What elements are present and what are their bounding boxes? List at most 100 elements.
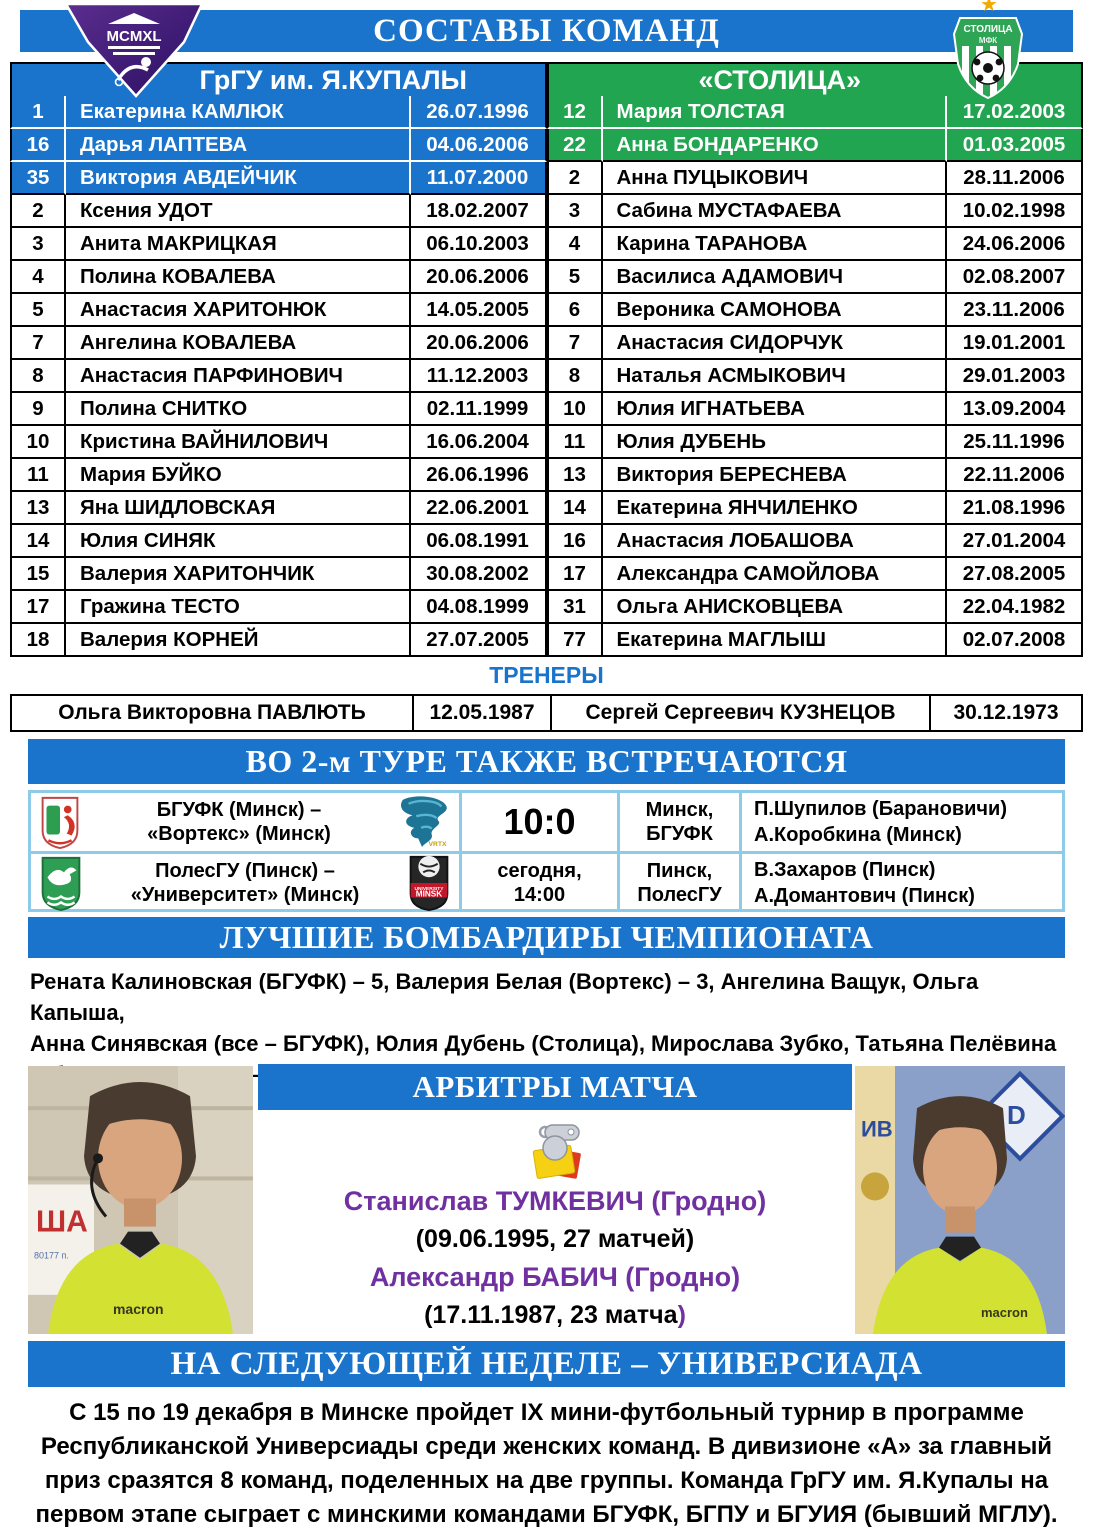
player-number: 7 <box>10 327 66 360</box>
player-number: 11 <box>546 426 603 459</box>
whistle-icon <box>258 1120 852 1182</box>
player-birthdate: 28.11.2006 <box>947 162 1083 195</box>
referee-1-name: Станислав ТУМКЕВИЧ (Гродно) <box>343 1186 767 1216</box>
svg-text:80177 п.: 80177 п. <box>34 1251 69 1261</box>
player-number: 11 <box>10 459 66 492</box>
player-row: 2 Анна ПУЦЫКОВИЧ 28.11.2006 <box>546 162 1083 195</box>
match-teams-cell: БГУФК (Минск) – «Вортекс» (Минск) VRTX <box>31 793 459 851</box>
next-week-title-bar: НА СЛЕДУЮЩЕЙ НЕДЕЛЕ – УНИВЕРСИАДА <box>28 1341 1065 1387</box>
player-birthdate: 20.06.2006 <box>410 261 547 294</box>
player-birthdate: 18.02.2007 <box>410 195 547 228</box>
match-teams-cell: ПолесГУ (Пинск) – «Университет» (Минск) … <box>31 854 459 912</box>
player-name: Ангелина КОВАЛЕВА <box>66 327 411 360</box>
player-row: 13 Виктория БЕРЕСНЕВА 22.11.2006 <box>546 459 1083 492</box>
referees-section: ША 80177 п. macron АРБИТРЫ МАТЧА <box>0 1058 1093 1336</box>
player-number: 6 <box>546 294 603 327</box>
player-row: 10 Юлия ИГНАТЬЕВА 13.09.2004 <box>546 393 1083 426</box>
player-birthdate: 27.08.2005 <box>947 558 1083 591</box>
player-birthdate: 22.11.2006 <box>947 459 1083 492</box>
player-number: 14 <box>10 525 66 558</box>
player-row: 5 Василиса АДАМОВИЧ 02.08.2007 <box>546 261 1083 294</box>
player-number: 8 <box>546 360 603 393</box>
match-referees-cell: П.Шупилов (Барановичи) А.Коробкина (Минс… <box>739 793 1062 851</box>
player-birthdate: 20.06.2006 <box>410 327 547 360</box>
player-number: 17 <box>10 591 66 624</box>
player-number: 17 <box>546 558 603 591</box>
player-name: Валерия КОРНЕЙ <box>66 624 411 657</box>
player-row: 17 Александра САМОЙЛОВА 27.08.2005 <box>546 558 1083 591</box>
player-name: Екатерина КАМЛЮК <box>66 96 411 129</box>
player-name: Кристина ВАЙНИЛОВИЧ <box>66 426 411 459</box>
match-referees-cell: В.Захаров (Пинск) А.Домантович (Пинск) <box>739 854 1062 912</box>
coach-left-birthdate: 12.05.1987 <box>412 696 550 730</box>
player-name: Анастасия ПАРФИНОВИЧ <box>66 360 411 393</box>
svg-text:МФК: МФК <box>979 36 997 45</box>
player-row: 31 Ольга АНИСКОВЦЕВА 22.04.1982 <box>546 591 1083 624</box>
svg-text:macron: macron <box>113 1301 164 1317</box>
player-birthdate: 17.02.2003 <box>947 96 1083 129</box>
player-name: Ксения УДОТ <box>66 195 411 228</box>
player-birthdate: 16.06.2004 <box>410 426 547 459</box>
player-row: 12 Мария ТОЛСТАЯ 17.02.2003 <box>546 96 1083 129</box>
match-teams: ПолесГУ (Пинск) – «Университет» (Минск) <box>130 860 360 906</box>
coaches-label: ТРЕНЕРЫ <box>489 662 604 688</box>
player-birthdate: 02.07.2008 <box>947 624 1083 657</box>
scorers-title-bar: ЛУЧШИЕ БОМБАРДИРЫ ЧЕМПИОНАТА <box>28 917 1065 958</box>
player-birthdate: 29.01.2003 <box>947 360 1083 393</box>
match-row: ПолесГУ (Пинск) – «Университет» (Минск) … <box>31 851 1062 912</box>
player-name: Юлия ДУБЕНЬ <box>602 426 947 459</box>
player-name: Мария ТОЛСТАЯ <box>602 96 947 129</box>
player-birthdate: 23.11.2006 <box>947 294 1083 327</box>
player-name: Карина ТАРАНОВА <box>602 228 947 261</box>
player-birthdate: 14.05.2005 <box>410 294 547 327</box>
player-number: 9 <box>10 393 66 426</box>
player-number: 5 <box>546 261 603 294</box>
player-name: Гражина ТЕСТО <box>66 591 411 624</box>
coach-right-name: Сергей Сергеевич КУЗНЕЦОВ <box>550 696 929 730</box>
player-row: 15 Валерия ХАРИТОНЧИК 30.08.2002 <box>10 558 547 591</box>
player-number: 35 <box>10 162 66 195</box>
player-number: 7 <box>546 327 603 360</box>
player-name: Екатерина МАГЛЫШ <box>602 624 947 657</box>
player-number: 4 <box>10 261 66 294</box>
player-row: 14 Екатерина ЯНЧИЛЕНКО 21.08.1996 <box>546 492 1083 525</box>
other-matches-table: БГУФК (Минск) – «Вортекс» (Минск) VRTX 1… <box>28 790 1065 912</box>
stolitsa-logo: СТОЛИЦА МФК <box>952 17 1024 100</box>
player-name: Анастасия ХАРИТОНЮК <box>66 294 411 327</box>
player-number: 13 <box>546 459 603 492</box>
round2-title-bar: ВО 2-м ТУРЕ ТАКЖЕ ВСТРЕЧАЮТСЯ <box>28 739 1065 784</box>
player-name: Валерия ХАРИТОНЧИК <box>66 558 411 591</box>
svg-text:macron: macron <box>981 1305 1028 1320</box>
player-birthdate: 02.08.2007 <box>947 261 1083 294</box>
player-number: 5 <box>10 294 66 327</box>
player-row: 35 Виктория АВДЕЙЧИК 11.07.2000 <box>10 162 547 195</box>
player-name: Ольга АНИСКОВЦЕВА <box>602 591 947 624</box>
player-number: 4 <box>546 228 603 261</box>
player-name: Полина СНИТКО <box>66 393 411 426</box>
player-name: Виктория АВДЕЙЧИК <box>66 162 411 195</box>
player-number: 14 <box>546 492 603 525</box>
match-row: БГУФК (Минск) – «Вортекс» (Минск) VRTX 1… <box>31 793 1062 851</box>
match-teams: БГУФК (Минск) – «Вортекс» (Минск) <box>147 799 331 845</box>
player-name: Виктория БЕРЕСНЕВА <box>602 459 947 492</box>
player-row: 16 Анастасия ЛОБАШОВА 27.01.2004 <box>546 525 1083 558</box>
player-number: 2 <box>10 195 66 228</box>
player-row: 7 Ангелина КОВАЛЕВА 20.06.2006 <box>10 327 547 360</box>
player-birthdate: 26.07.1996 <box>410 96 547 129</box>
svg-text:UNIVERSITY: UNIVERSITY <box>415 886 445 892</box>
player-name: Александра САМОЙЛОВА <box>602 558 947 591</box>
match-score-cell: 10:0 <box>459 793 617 851</box>
player-birthdate: 04.08.1999 <box>410 591 547 624</box>
player-name: Анна БОНДАРЕНКО <box>602 129 947 162</box>
player-row: 4 Карина ТАРАНОВА 24.06.2006 <box>546 228 1083 261</box>
player-birthdate: 24.06.2006 <box>947 228 1083 261</box>
player-row: 9 Полина СНИТКО 02.11.1999 <box>10 393 547 426</box>
player-row: 1 Екатерина КАМЛЮК 26.07.1996 <box>10 96 547 129</box>
match-time-cell: сегодня, 14:00 <box>459 854 617 912</box>
player-number: 15 <box>10 558 66 591</box>
match-venue-cell: Минск, БГУФК <box>617 793 739 851</box>
player-number: 1 <box>10 96 66 129</box>
player-name: Анастасия СИДОРЧУК <box>602 327 947 360</box>
player-name: Дарья ЛАПТЕВА <box>66 129 411 162</box>
